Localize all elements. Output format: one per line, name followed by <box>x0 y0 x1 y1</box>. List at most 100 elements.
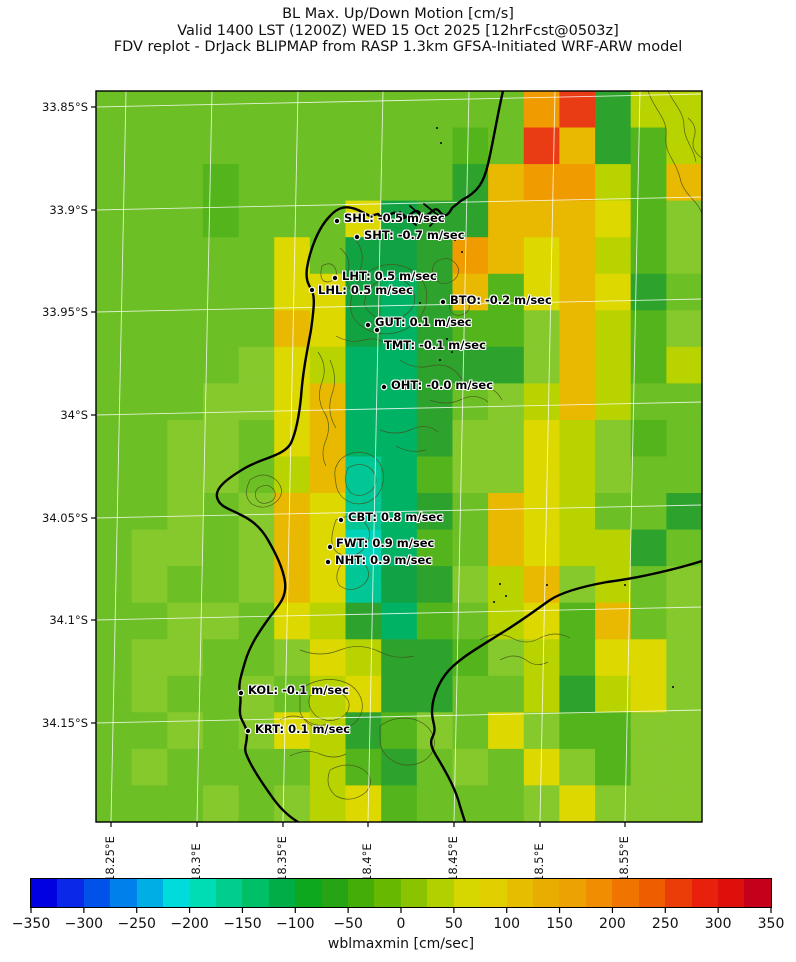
grid-cell <box>488 712 525 750</box>
grid-cell <box>381 164 418 202</box>
colorbar-cell <box>506 879 534 907</box>
grid-cell <box>416 785 453 822</box>
grid-cell <box>523 419 560 457</box>
grid-cell <box>96 785 133 822</box>
grid-cell <box>167 602 204 640</box>
grid-cell <box>274 456 311 494</box>
grid-cell <box>488 237 525 275</box>
grid-cell <box>559 419 596 457</box>
grid-cell <box>167 346 204 384</box>
grid-cell <box>488 639 525 677</box>
gridline <box>96 504 702 519</box>
colorbar-cell <box>717 879 745 907</box>
grid-cell <box>488 456 525 494</box>
grid-cell <box>131 675 168 713</box>
x-tick-label: 18.35°E <box>275 836 289 882</box>
grid-cell <box>416 91 453 129</box>
grid-cell <box>523 164 560 202</box>
grid-cell <box>96 346 133 384</box>
grid-cell <box>666 493 702 531</box>
grid-cell <box>96 310 133 348</box>
station-label: FWT: 0.9 m/sec <box>336 536 435 550</box>
grid-cell <box>345 675 382 713</box>
colorbar-tick-label: −300 <box>64 916 104 932</box>
station-marker <box>337 516 345 524</box>
colorbar-cell <box>348 879 375 907</box>
grid-cell <box>666 91 702 129</box>
grid-cell <box>595 419 632 457</box>
grid-cell <box>345 91 382 129</box>
grid-cell <box>416 602 453 640</box>
grid-cell <box>202 310 240 348</box>
grid-cell <box>202 273 240 311</box>
grid-cell <box>381 566 418 604</box>
grid-cell <box>416 310 453 348</box>
colorbar-cell <box>110 879 137 907</box>
grid-cell <box>595 164 632 202</box>
colorbar-cell <box>31 879 58 907</box>
grid-cell <box>167 566 204 604</box>
grid-cell <box>488 200 525 238</box>
grid-cell <box>202 91 240 129</box>
grid-cell <box>202 127 240 165</box>
colorbar-cell <box>480 879 507 907</box>
grid-cell <box>666 310 702 348</box>
grid-cell <box>381 785 418 822</box>
grid-cell <box>595 127 632 165</box>
gridline <box>96 196 702 211</box>
grid-cell <box>274 237 311 275</box>
colorbar-tick-label: 150 <box>546 916 573 932</box>
grid-cell <box>167 529 204 567</box>
gridline <box>110 91 127 822</box>
grid-cell <box>559 346 596 384</box>
grid-cell <box>523 273 560 311</box>
terrain-contours <box>246 91 702 800</box>
station-label: KRT: 0.1 m/sec <box>255 722 351 736</box>
x-tick-label: 18.25°E <box>103 836 117 882</box>
colorbar-tick-label: 350 <box>757 916 785 932</box>
colorbar-cell <box>295 879 322 907</box>
grid-cell <box>488 566 525 604</box>
grid-cell <box>309 639 347 677</box>
grid-cell <box>309 566 347 604</box>
grid-cell <box>559 127 596 165</box>
grid-cell <box>202 164 240 202</box>
grid-cell <box>202 712 240 750</box>
grid-cell <box>381 91 418 129</box>
grid-cell <box>666 164 702 202</box>
grid-cell <box>238 383 275 421</box>
grid-cell <box>96 602 133 640</box>
grid-cell <box>666 456 702 494</box>
grid-cell <box>202 639 240 677</box>
grid-cell <box>416 493 453 531</box>
y-tick-label: 34.1°S <box>49 613 88 627</box>
grid-cell <box>274 273 311 311</box>
grid-cell <box>488 675 525 713</box>
map-border <box>95 90 703 823</box>
grid-cell <box>309 127 347 165</box>
grid-cell <box>523 748 560 786</box>
grid-cell <box>131 346 168 384</box>
colorbar-cell <box>400 879 428 907</box>
grid-cell <box>309 456 347 494</box>
grid-cell <box>523 675 560 713</box>
grid-cell <box>167 310 204 348</box>
grid-cell <box>666 566 702 604</box>
grid-cell <box>167 164 204 202</box>
grid-cell <box>309 273 347 311</box>
grid-cell <box>452 675 489 713</box>
gridline <box>453 91 470 822</box>
grid-cell <box>131 419 168 457</box>
grid-cell <box>131 164 168 202</box>
grid-cell <box>202 419 240 457</box>
x-tick-label: 18.4°E <box>360 843 374 882</box>
grid-cell <box>309 602 347 640</box>
grid-cell <box>202 529 240 567</box>
grid-cell <box>96 200 133 238</box>
grid-cell <box>202 383 240 421</box>
grid-cell <box>96 456 133 494</box>
gridline <box>96 709 702 724</box>
grid-cell <box>131 310 168 348</box>
grid-cell <box>131 493 168 531</box>
grid-cell <box>167 127 204 165</box>
